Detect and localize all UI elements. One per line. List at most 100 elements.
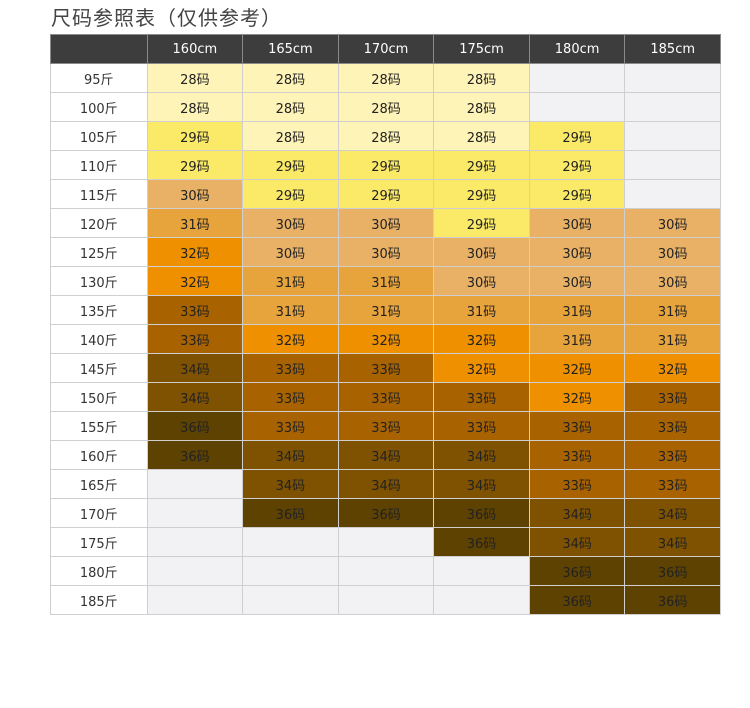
empty-cell — [242, 527, 339, 557]
table-row: 180斤 36码 36码 — [50, 556, 721, 586]
size-cell: 32码 — [528, 382, 626, 412]
empty-cell — [146, 585, 244, 615]
size-cell: 33码 — [528, 440, 626, 470]
size-cell: 29码 — [433, 179, 530, 209]
table-row: 130斤 32码 31码 31码 30码 30码 30码 — [50, 266, 721, 296]
size-cell: 28码 — [433, 92, 530, 122]
table-row: 185斤 36码 36码 — [50, 585, 721, 615]
size-cell: 29码 — [433, 208, 530, 238]
size-cell: 34码 — [624, 527, 721, 557]
size-cell: 30码 — [242, 208, 339, 238]
size-cell: 34码 — [337, 469, 435, 499]
size-cell: 33码 — [242, 382, 339, 412]
empty-cell — [433, 556, 530, 586]
size-cell: 33码 — [242, 411, 339, 441]
size-cell: 28码 — [242, 121, 339, 151]
table-row: 145斤 34码 33码 33码 32码 32码 32码 — [50, 353, 721, 383]
table-row: 125斤 32码 30码 30码 30码 30码 30码 — [50, 237, 721, 267]
size-cell: 29码 — [528, 150, 626, 180]
empty-cell — [528, 92, 626, 122]
size-cell: 36码 — [624, 585, 721, 615]
size-cell: 28码 — [146, 63, 244, 93]
size-cell: 33码 — [337, 382, 435, 412]
height-header: 175cm — [433, 34, 530, 64]
size-cell: 34码 — [433, 440, 530, 470]
size-cell: 28码 — [433, 121, 530, 151]
chart-body: 95斤 28码 28码 28码 28码 100斤 28码 28码 28码 28码 105斤 29码 28… — [50, 63, 721, 615]
weight-label: 185斤 — [50, 585, 148, 615]
size-cell: 30码 — [433, 237, 530, 267]
size-cell: 28码 — [242, 92, 339, 122]
height-header: 180cm — [528, 34, 626, 64]
table-row: 140斤 33码 32码 32码 32码 31码 31码 — [50, 324, 721, 354]
page-title: 尺码参照表（仅供参考） — [51, 6, 282, 30]
size-cell: 32码 — [146, 266, 244, 296]
table-row: 155斤 36码 33码 33码 33码 33码 33码 — [50, 411, 721, 441]
size-cell: 30码 — [242, 237, 339, 267]
table-row: 150斤 34码 33码 33码 33码 32码 33码 — [50, 382, 721, 412]
weight-label: 140斤 — [50, 324, 148, 354]
size-cell: 33码 — [528, 411, 626, 441]
empty-cell — [624, 121, 721, 151]
empty-cell — [433, 585, 530, 615]
size-cell: 31码 — [242, 266, 339, 296]
size-cell: 31码 — [624, 324, 721, 354]
size-cell: 30码 — [624, 237, 721, 267]
table-row: 160斤 36码 34码 34码 34码 33码 33码 — [50, 440, 721, 470]
size-cell: 33码 — [146, 295, 244, 325]
size-cell: 33码 — [528, 469, 626, 499]
size-cell: 31码 — [337, 295, 435, 325]
table-row: 135斤 33码 31码 31码 31码 31码 31码 — [50, 295, 721, 325]
table-row: 170斤 36码 36码 36码 34码 34码 — [50, 498, 721, 528]
size-cell: 31码 — [337, 266, 435, 296]
size-cell: 29码 — [528, 121, 626, 151]
weight-label: 170斤 — [50, 498, 148, 528]
empty-cell — [337, 527, 435, 557]
size-cell: 33码 — [433, 411, 530, 441]
size-cell: 34码 — [337, 440, 435, 470]
weight-label: 135斤 — [50, 295, 148, 325]
size-cell: 34码 — [433, 469, 530, 499]
size-cell: 29码 — [242, 179, 339, 209]
empty-cell — [337, 556, 435, 586]
size-cell: 29码 — [146, 121, 244, 151]
size-cell: 33码 — [624, 469, 721, 499]
empty-cell — [242, 585, 339, 615]
empty-cell — [242, 556, 339, 586]
size-cell: 32码 — [624, 353, 721, 383]
size-cell: 32码 — [242, 324, 339, 354]
size-cell: 28码 — [337, 92, 435, 122]
height-header: 160cm — [146, 34, 244, 64]
size-cell: 31码 — [528, 324, 626, 354]
empty-cell — [146, 498, 244, 528]
height-header: 185cm — [624, 34, 721, 64]
weight-label: 110斤 — [50, 150, 148, 180]
size-cell: 28码 — [337, 121, 435, 151]
weight-label: 180斤 — [50, 556, 148, 586]
size-cell: 36码 — [433, 527, 530, 557]
empty-cell — [337, 585, 435, 615]
size-cell: 30码 — [337, 208, 435, 238]
size-cell: 29码 — [337, 150, 435, 180]
weight-label: 145斤 — [50, 353, 148, 383]
size-chart-table: 160cm 165cm 170cm 175cm 180cm 185cm 95斤 28码 28码… — [50, 34, 721, 615]
size-cell: 31码 — [624, 295, 721, 325]
size-cell: 36码 — [337, 498, 435, 528]
weight-label: 130斤 — [50, 266, 148, 296]
size-cell: 34码 — [242, 440, 339, 470]
empty-cell — [146, 469, 244, 499]
size-cell: 28码 — [337, 63, 435, 93]
table-row: 120斤 31码 30码 30码 29码 30码 30码 — [50, 208, 721, 238]
size-cell: 30码 — [528, 266, 626, 296]
weight-label: 115斤 — [50, 179, 148, 209]
weight-label: 100斤 — [50, 92, 148, 122]
size-cell: 32码 — [146, 237, 244, 267]
size-cell: 36码 — [433, 498, 530, 528]
size-cell: 29码 — [528, 179, 626, 209]
size-cell: 31码 — [528, 295, 626, 325]
table-row: 105斤 29码 28码 28码 28码 29码 — [50, 121, 721, 151]
size-cell: 30码 — [624, 208, 721, 238]
size-cell: 30码 — [624, 266, 721, 296]
weight-label: 155斤 — [50, 411, 148, 441]
weight-label: 95斤 — [50, 63, 148, 93]
